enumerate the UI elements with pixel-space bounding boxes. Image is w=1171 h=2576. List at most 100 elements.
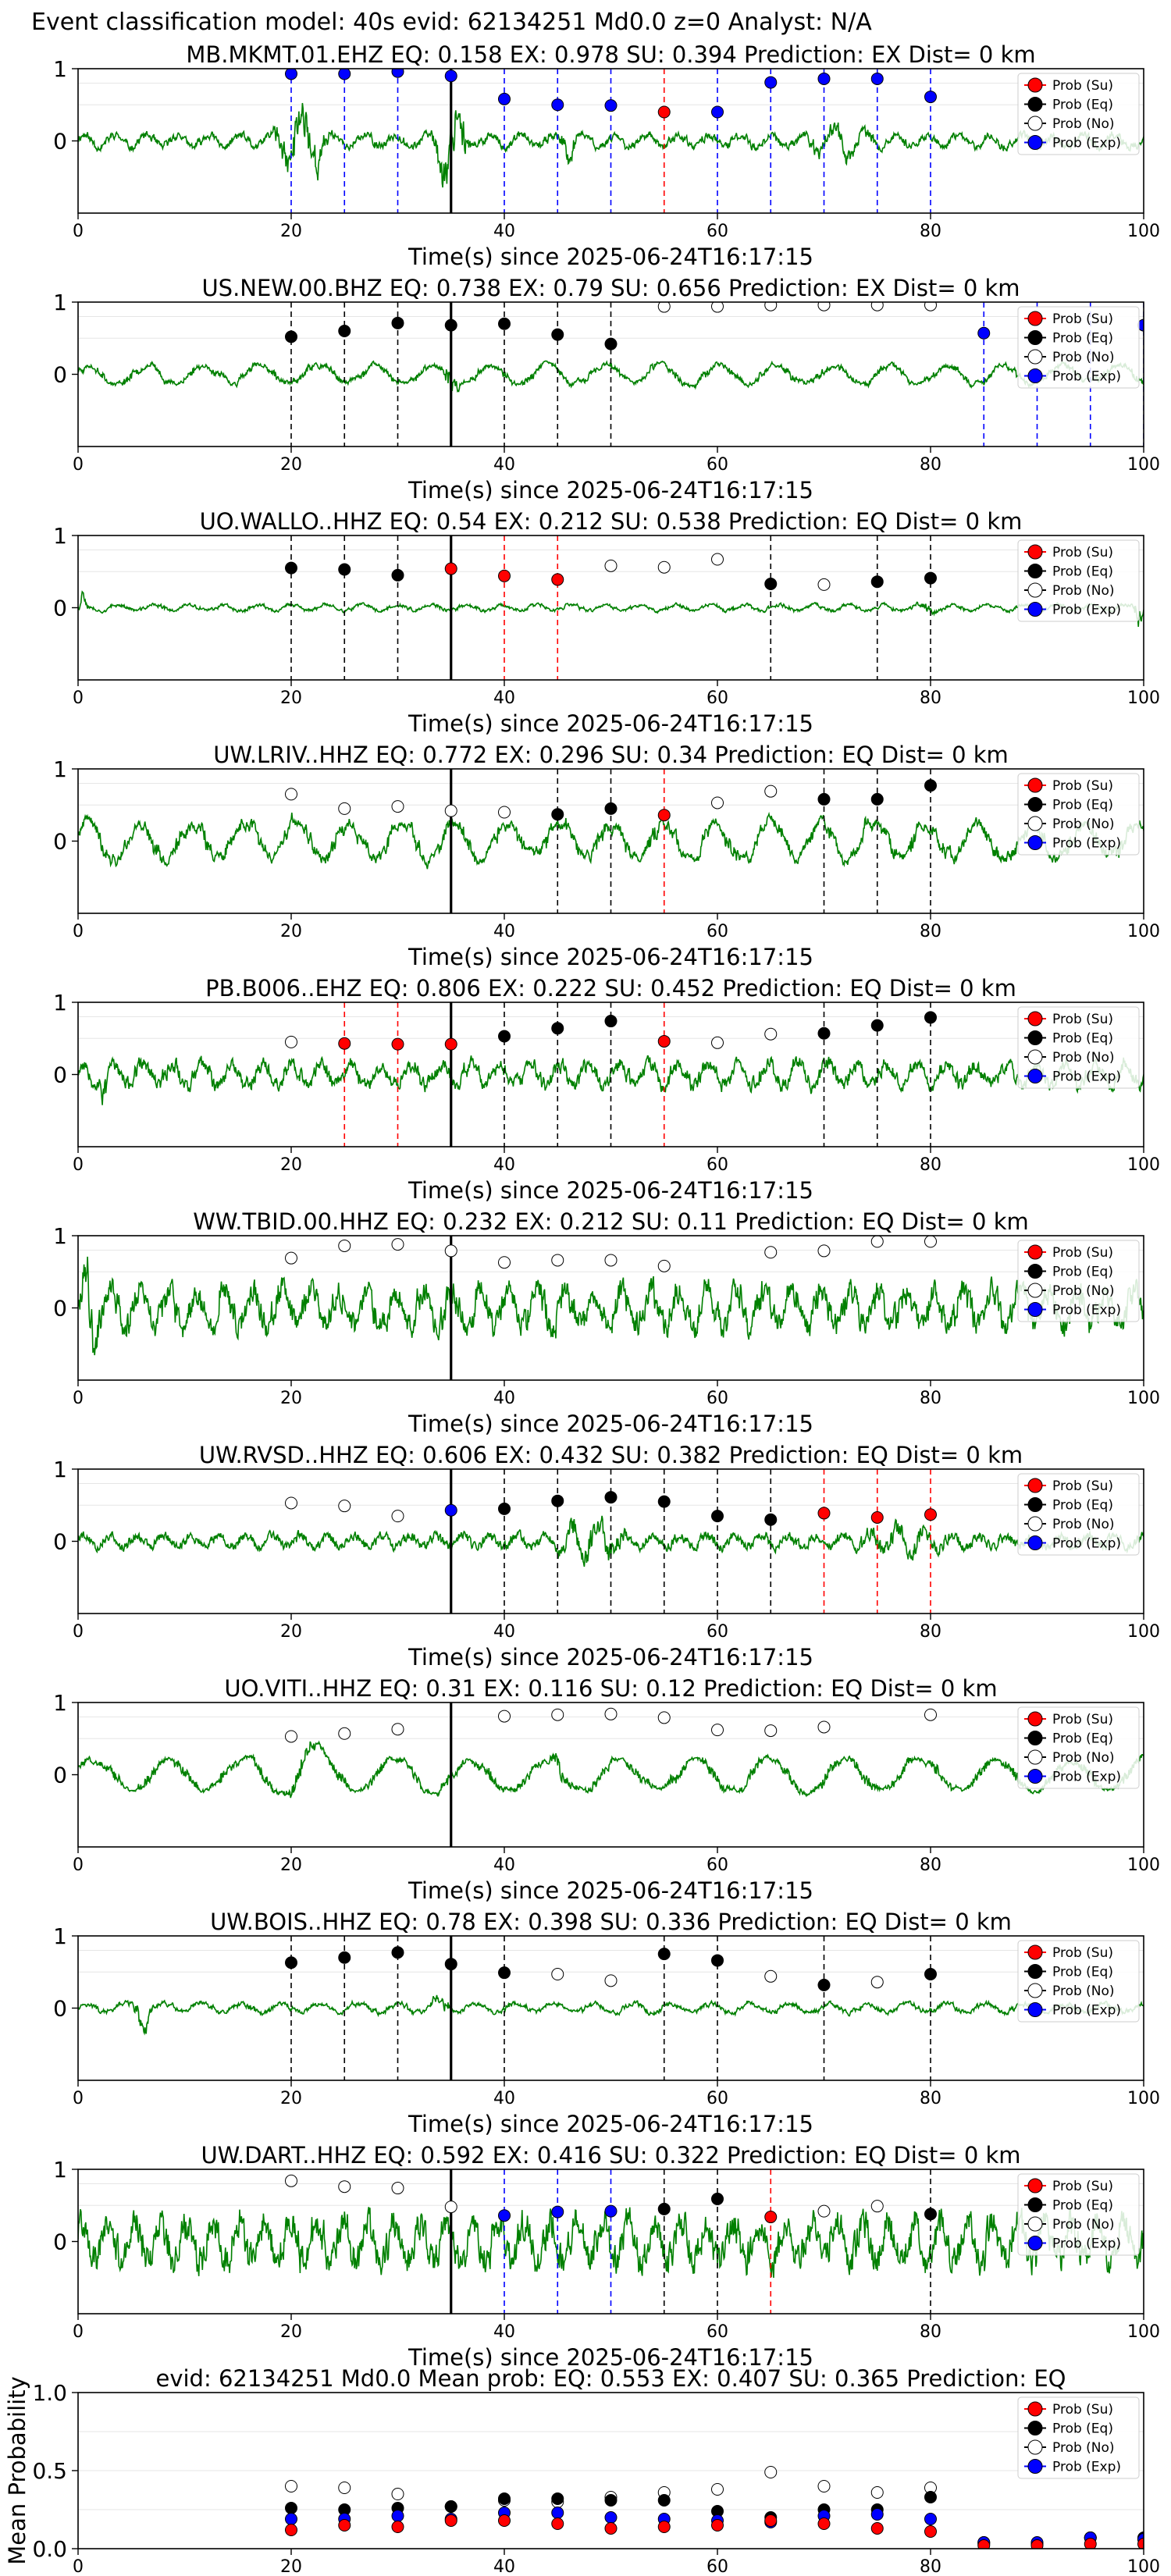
prob-point-no: [924, 1236, 937, 1248]
prob-point-exp: [817, 72, 831, 85]
mean-point-eq: [924, 2491, 937, 2503]
legend-label: Prob (Eq): [1052, 564, 1113, 580]
prob-point-eq: [551, 1022, 564, 1035]
prob-point-no: [817, 1244, 831, 1258]
panel-p9: UW.BOIS..HHZ EQ: 0.78 EX: 0.398 SU: 0.33…: [53, 1909, 1160, 2137]
legend-label: Prob (No): [1052, 2217, 1115, 2233]
x-tick-label: 60: [707, 2089, 728, 2108]
x-tick-label: 20: [280, 2322, 302, 2342]
mean-point-su: [657, 2521, 671, 2533]
prob-point-su: [444, 1037, 457, 1051]
legend-marker: [1027, 1030, 1043, 1045]
legend-box: [1017, 773, 1140, 856]
panel-title: evid: 62134251 Md0.0 Mean prob: EQ: 0.55…: [156, 2365, 1066, 2392]
prob-point-no: [657, 1259, 671, 1272]
prob-point-eq: [924, 2208, 937, 2221]
x-axis-label: Time(s) since 2025-06-24T16:17:15: [408, 1877, 813, 1904]
y-tick-label: 0: [53, 2229, 67, 2255]
prob-point-eq: [870, 1019, 884, 1032]
panel-title: UO.WALLO..HHZ EQ: 0.54 EX: 0.212 SU: 0.5…: [200, 508, 1023, 535]
x-tick-label: 80: [920, 2322, 941, 2342]
legend-label: Prob (Eq): [1052, 2421, 1113, 2437]
prob-point-eq: [924, 779, 937, 792]
mean-point-su: [1030, 2539, 1044, 2549]
legend-label: Prob (Exp): [1052, 2236, 1121, 2252]
x-tick-label: 60: [707, 2322, 728, 2342]
legend-box: [1017, 1006, 1140, 1089]
prob-point-su: [338, 1037, 351, 1050]
legend-label: Prob (Su): [1052, 545, 1113, 560]
panel-p11: evid: 62134251 Md0.0 Mean prob: EQ: 0.55…: [4, 2365, 1160, 2576]
y-tick-label: 1: [53, 990, 67, 1016]
legend-label: Prob (Su): [1052, 1712, 1113, 1727]
prob-point-no: [444, 804, 457, 817]
x-tick-label: 20: [280, 2089, 302, 2108]
legend-marker: [1027, 582, 1043, 598]
x-tick-label: 100: [1127, 2557, 1160, 2576]
legend-marker: [1027, 2002, 1043, 2017]
x-tick-label: 0: [73, 922, 84, 941]
x-tick-label: 40: [493, 2557, 515, 2576]
mean-point-su: [924, 2525, 937, 2538]
y-tick-label: 0: [53, 1529, 67, 1555]
legend-label: Prob (No): [1052, 1750, 1115, 1766]
x-tick-label: 80: [920, 922, 941, 941]
mean-point-su: [817, 2517, 831, 2530]
mean-point-su: [285, 2524, 297, 2536]
y-tick-label: 0: [53, 596, 67, 621]
mean-point-su: [977, 2539, 991, 2549]
mean-point-su: [711, 2519, 724, 2532]
plot-area: [78, 69, 1144, 213]
prob-point-no: [391, 800, 404, 813]
legend-label: Prob (Exp): [1052, 369, 1121, 385]
prob-point-eq: [764, 1513, 778, 1526]
legend-marker: [1027, 816, 1043, 831]
x-tick-label: 100: [1127, 2322, 1160, 2342]
x-tick-label: 20: [280, 1622, 302, 1642]
y-tick-label: 1: [53, 2157, 67, 2183]
prob-point-no: [817, 302, 831, 311]
legend-box: [1017, 1706, 1140, 1789]
x-tick-label: 0: [73, 2089, 84, 2108]
legend-marker: [1027, 135, 1043, 150]
prob-point-su: [657, 1034, 671, 1048]
legend-marker: [1027, 2439, 1043, 2455]
prob-point-no: [604, 559, 618, 572]
x-tick-label: 60: [707, 1155, 728, 1175]
prob-point-eq: [604, 1015, 618, 1028]
legend-label: Prob (Exp): [1052, 2460, 1121, 2475]
x-tick-label: 40: [493, 1856, 515, 1875]
mean-point-no: [285, 2480, 297, 2492]
y-tick-label: 0: [53, 1296, 67, 1322]
legend-label: Prob (Exp): [1052, 136, 1121, 151]
x-tick-label: 20: [280, 222, 302, 241]
prob-point-no: [444, 2201, 457, 2214]
prob-point-no: [285, 1496, 297, 1510]
x-tick-label: 80: [920, 455, 941, 475]
legend-label: Prob (No): [1052, 1984, 1115, 1999]
legend-label: Prob (No): [1052, 350, 1115, 365]
y-tick-label: 0: [53, 129, 67, 155]
y-tick-label: 1.0: [32, 2380, 67, 2406]
prob-point-su: [817, 1507, 831, 1520]
prob-point-no: [498, 806, 511, 819]
legend-label: Prob (Su): [1052, 778, 1113, 794]
prob-point-eq: [711, 1954, 724, 1967]
prob-point-no: [870, 302, 884, 311]
prob-point-no: [711, 553, 724, 566]
mean-point-su: [1084, 2538, 1097, 2549]
prob-point-su: [444, 562, 457, 575]
legend-marker: [1027, 2401, 1043, 2417]
x-tick-label: 40: [493, 1622, 515, 1642]
legend-label: Prob (Exp): [1052, 1770, 1121, 1785]
mean-point-su: [764, 2514, 778, 2527]
prob-point-no: [338, 1727, 351, 1740]
prob-point-eq: [338, 1951, 351, 1964]
prob-point-exp: [551, 98, 564, 112]
prob-point-no: [711, 1036, 724, 1049]
legend-label: Prob (No): [1052, 1050, 1115, 1066]
panel-p4: UW.LRIV..HHZ EQ: 0.772 EX: 0.296 SU: 0.3…: [53, 742, 1160, 970]
prob-point-no: [764, 302, 778, 311]
mean-point-no: [338, 2482, 351, 2494]
